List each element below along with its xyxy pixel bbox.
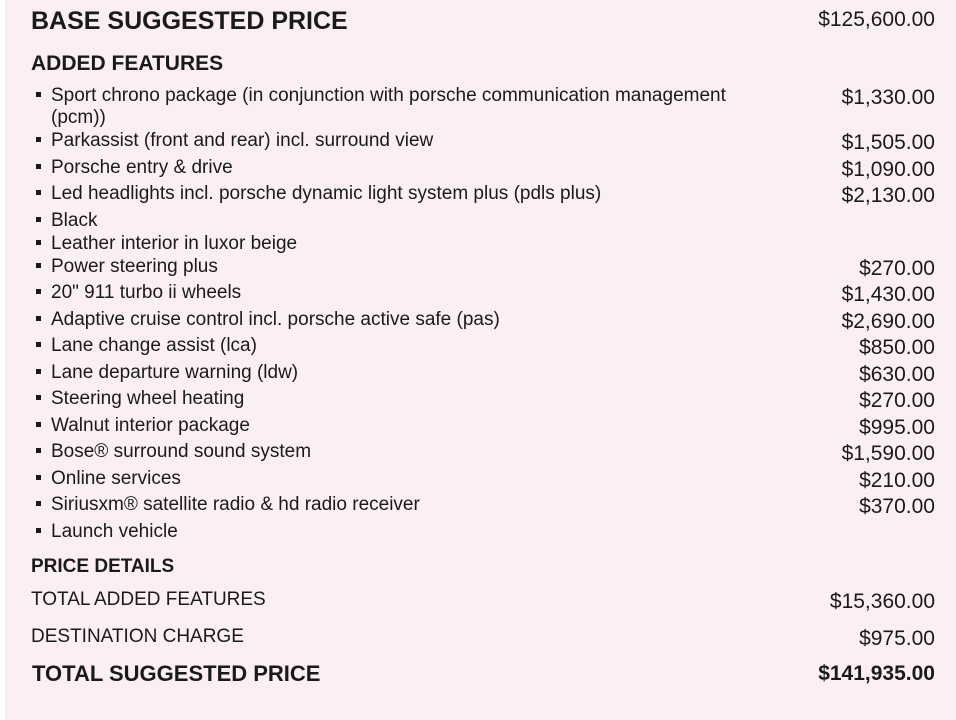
bullet-icon	[36, 501, 41, 506]
bullet-icon	[36, 369, 41, 374]
feature-name: Siriusxm® satellite radio & hd radio rec…	[51, 494, 420, 515]
feature-name: Power steering plus	[51, 256, 218, 277]
bullet-icon	[36, 92, 41, 97]
feature-price: $2,690.00	[841, 310, 935, 333]
total-added-features-label: TOTAL ADDED FEATURES	[31, 589, 266, 610]
bullet-icon	[36, 422, 41, 427]
feature-name: 20" 911 turbo ii wheels	[51, 282, 242, 303]
bullet-icon	[36, 164, 41, 169]
feature-price: $210.00	[859, 469, 935, 492]
feature-name: Parkassist (front and rear) incl. surrou…	[51, 130, 434, 151]
feature-name: Black	[51, 210, 98, 231]
feature-price: $370.00	[859, 495, 935, 518]
price-details-heading: PRICE DETAILS	[31, 556, 175, 577]
feature-name: Led headlights incl. porsche dynamic lig…	[51, 183, 602, 204]
bullet-icon	[36, 137, 41, 142]
total-suggested-price-value: $141,935.00	[818, 662, 935, 685]
feature-price: $270.00	[859, 389, 935, 412]
bullet-icon	[36, 448, 41, 453]
bullet-icon	[36, 240, 41, 245]
base-price-value: $125,600.00	[818, 8, 935, 31]
bullet-icon	[36, 316, 41, 321]
feature-name: Lane departure warning (ldw)	[51, 362, 299, 383]
feature-name: Lane change assist (lca)	[51, 335, 257, 356]
bullet-icon	[36, 475, 41, 480]
feature-price: $270.00	[859, 257, 935, 280]
bullet-icon	[36, 263, 41, 268]
feature-name: Porsche entry & drive	[51, 157, 233, 178]
feature-name: Steering wheel heating	[51, 388, 245, 409]
feature-name-continued: (pcm))	[51, 107, 106, 128]
feature-price: $995.00	[859, 416, 935, 439]
feature-price: $1,430.00	[841, 283, 935, 306]
feature-price: $1,090.00	[841, 158, 935, 181]
feature-price: $1,330.00	[841, 86, 935, 109]
feature-name: Bose® surround sound system	[51, 441, 312, 462]
bullet-icon	[36, 289, 41, 294]
base-price-label: BASE SUGGESTED PRICE	[31, 7, 348, 35]
destination-charge-label: DESTINATION CHARGE	[31, 626, 244, 647]
total-added-features-value: $15,360.00	[829, 590, 935, 613]
feature-name: Leather interior in luxor beige	[51, 233, 298, 254]
feature-name: Launch vehicle	[51, 521, 178, 542]
feature-price: $1,590.00	[841, 442, 935, 465]
bullet-icon	[36, 342, 41, 347]
total-suggested-price-label: TOTAL SUGGESTED PRICE	[32, 661, 321, 686]
feature-name: Walnut interior package	[51, 415, 250, 436]
destination-charge-value: $975.00	[859, 627, 935, 650]
feature-price: $2,130.00	[841, 184, 935, 207]
bullet-icon	[36, 395, 41, 400]
bullet-icon	[36, 528, 41, 533]
price-summary-panel	[5, 0, 956, 720]
feature-price: $850.00	[859, 336, 935, 359]
bullet-icon	[36, 190, 41, 195]
feature-name: Sport chrono package (in conjunction wit…	[51, 85, 726, 106]
added-features-heading: ADDED FEATURES	[31, 52, 224, 75]
feature-name: Adaptive cruise control incl. porsche ac…	[51, 309, 500, 330]
bullet-icon	[36, 217, 41, 222]
feature-price: $1,505.00	[841, 131, 935, 154]
feature-name: Online services	[51, 468, 181, 489]
feature-price: $630.00	[859, 363, 935, 386]
